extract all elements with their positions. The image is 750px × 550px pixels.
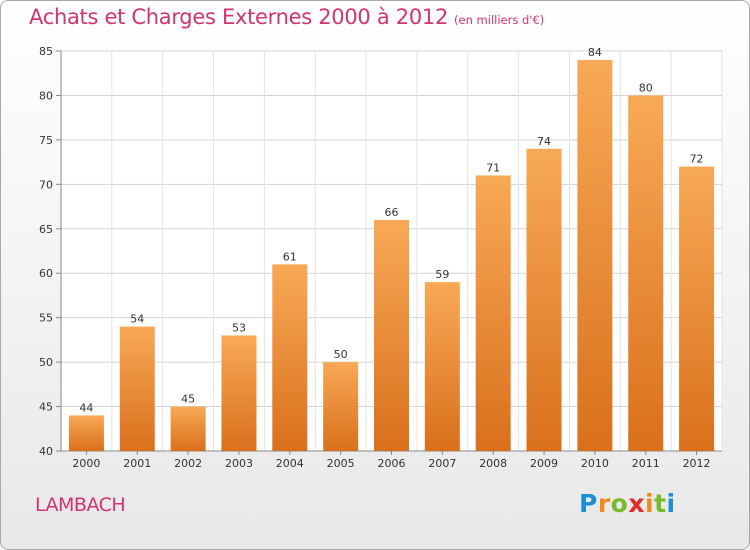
- bar: [526, 148, 562, 451]
- bar-value-label: 53: [232, 321, 246, 334]
- bar: [119, 326, 155, 451]
- logo-letter: x: [628, 489, 645, 518]
- y-tick-label: 70: [39, 178, 53, 191]
- y-tick-label: 60: [39, 267, 53, 280]
- bar-value-label: 66: [385, 206, 399, 219]
- bar-value-label: 45: [181, 393, 195, 406]
- x-tick-label: 2002: [174, 457, 202, 470]
- bar: [577, 59, 613, 452]
- bar: [272, 264, 308, 451]
- bar-value-label: 44: [79, 401, 93, 414]
- bar-value-label: 84: [588, 46, 602, 59]
- y-tick-label: 85: [39, 45, 53, 58]
- bar-value-label: 74: [537, 135, 551, 148]
- y-tick-label: 65: [39, 223, 53, 236]
- logo-letter: i: [645, 489, 655, 518]
- x-tick-label: 2001: [123, 457, 151, 470]
- y-tick-label: 55: [39, 312, 53, 325]
- x-tick-label: 2000: [72, 457, 100, 470]
- x-tick-label: 2004: [276, 457, 304, 470]
- bar-value-label: 50: [334, 348, 348, 361]
- logo-letter: t: [654, 489, 667, 518]
- bar-value-label: 72: [690, 153, 704, 166]
- title-text: Achats et Charges Externes 2000 à 2012: [29, 5, 449, 29]
- x-tick-label: 2010: [581, 457, 609, 470]
- bar: [424, 282, 460, 451]
- y-tick-label: 45: [39, 401, 53, 414]
- x-tick-label: 2007: [428, 457, 456, 470]
- y-tick-label: 40: [39, 445, 53, 458]
- bar-value-label: 54: [130, 313, 144, 326]
- x-tick-label: 2011: [632, 457, 660, 470]
- bar: [679, 166, 715, 452]
- bar: [475, 175, 511, 451]
- bar-value-label: 59: [435, 268, 449, 281]
- logo-letter: i: [666, 489, 676, 518]
- x-tick-label: 2005: [327, 457, 355, 470]
- y-tick-label: 80: [39, 89, 53, 102]
- bar: [221, 335, 257, 451]
- x-tick-label: 2008: [479, 457, 507, 470]
- bar-value-label: 71: [486, 161, 500, 174]
- commune-name: LAMBACH: [35, 494, 126, 516]
- x-tick-label: 2012: [683, 457, 711, 470]
- bar: [170, 406, 206, 451]
- logo-letter: o: [610, 489, 629, 518]
- y-tick-label: 50: [39, 356, 53, 369]
- bar: [323, 362, 359, 451]
- bar: [374, 219, 409, 451]
- proxiti-logo: Proxiti: [579, 489, 676, 518]
- chart-title: Achats et Charges Externes 2000 à 2012 (e…: [29, 5, 544, 29]
- bar: [68, 415, 104, 451]
- logo-letter: r: [597, 489, 611, 518]
- chart-subtitle: (en milliers d'€): [454, 13, 545, 27]
- bar-value-label: 80: [639, 81, 653, 94]
- x-tick-label: 2003: [225, 457, 253, 470]
- x-tick-label: 2009: [530, 457, 558, 470]
- y-tick-label: 75: [39, 134, 53, 147]
- logo-letter: P: [579, 489, 598, 518]
- x-tick-label: 2006: [378, 457, 406, 470]
- bar-value-label: 61: [283, 250, 297, 263]
- bar: [628, 95, 664, 451]
